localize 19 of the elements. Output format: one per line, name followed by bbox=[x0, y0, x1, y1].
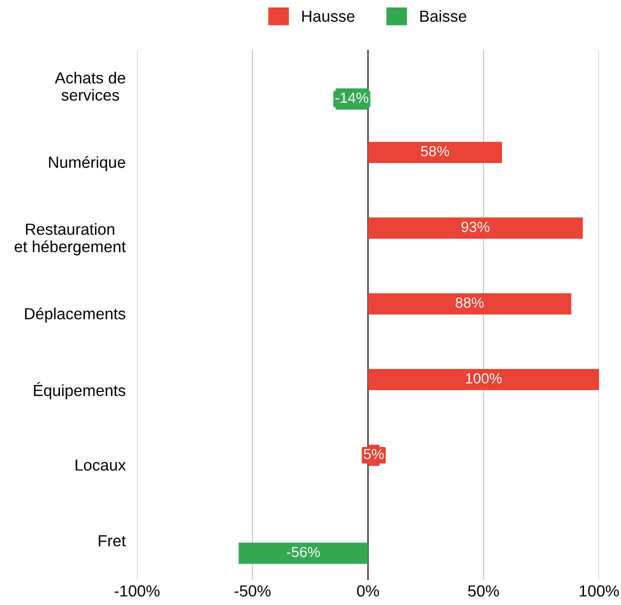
legend-label: Hausse bbox=[302, 10, 354, 22]
y-tick-label: Fret bbox=[98, 535, 126, 546]
y-tick-label: Achats de services bbox=[54, 72, 126, 101]
legend-label: Baisse bbox=[420, 10, 466, 22]
y-tick-label: Locaux bbox=[76, 460, 126, 471]
data-label: 58% bbox=[420, 146, 450, 156]
x-tick-label: 50% bbox=[468, 585, 499, 597]
data-label: 93% bbox=[462, 222, 490, 232]
data-label: 100% bbox=[466, 373, 502, 384]
x-tick-label: -50% bbox=[234, 585, 271, 597]
y-tick-label: Déplacements bbox=[25, 307, 126, 323]
data-label: -56% bbox=[286, 546, 320, 558]
y-tick-label: Restauration et hébergement bbox=[14, 223, 126, 256]
y-tick-label: Équipements bbox=[34, 382, 126, 400]
x-tick-label: 0% bbox=[357, 585, 379, 597]
data-label: 88% bbox=[456, 297, 484, 308]
x-tick-label: 100% bbox=[580, 585, 619, 597]
x-tick-label: -100% bbox=[114, 585, 160, 597]
y-tick-label: Numérique bbox=[49, 156, 126, 172]
